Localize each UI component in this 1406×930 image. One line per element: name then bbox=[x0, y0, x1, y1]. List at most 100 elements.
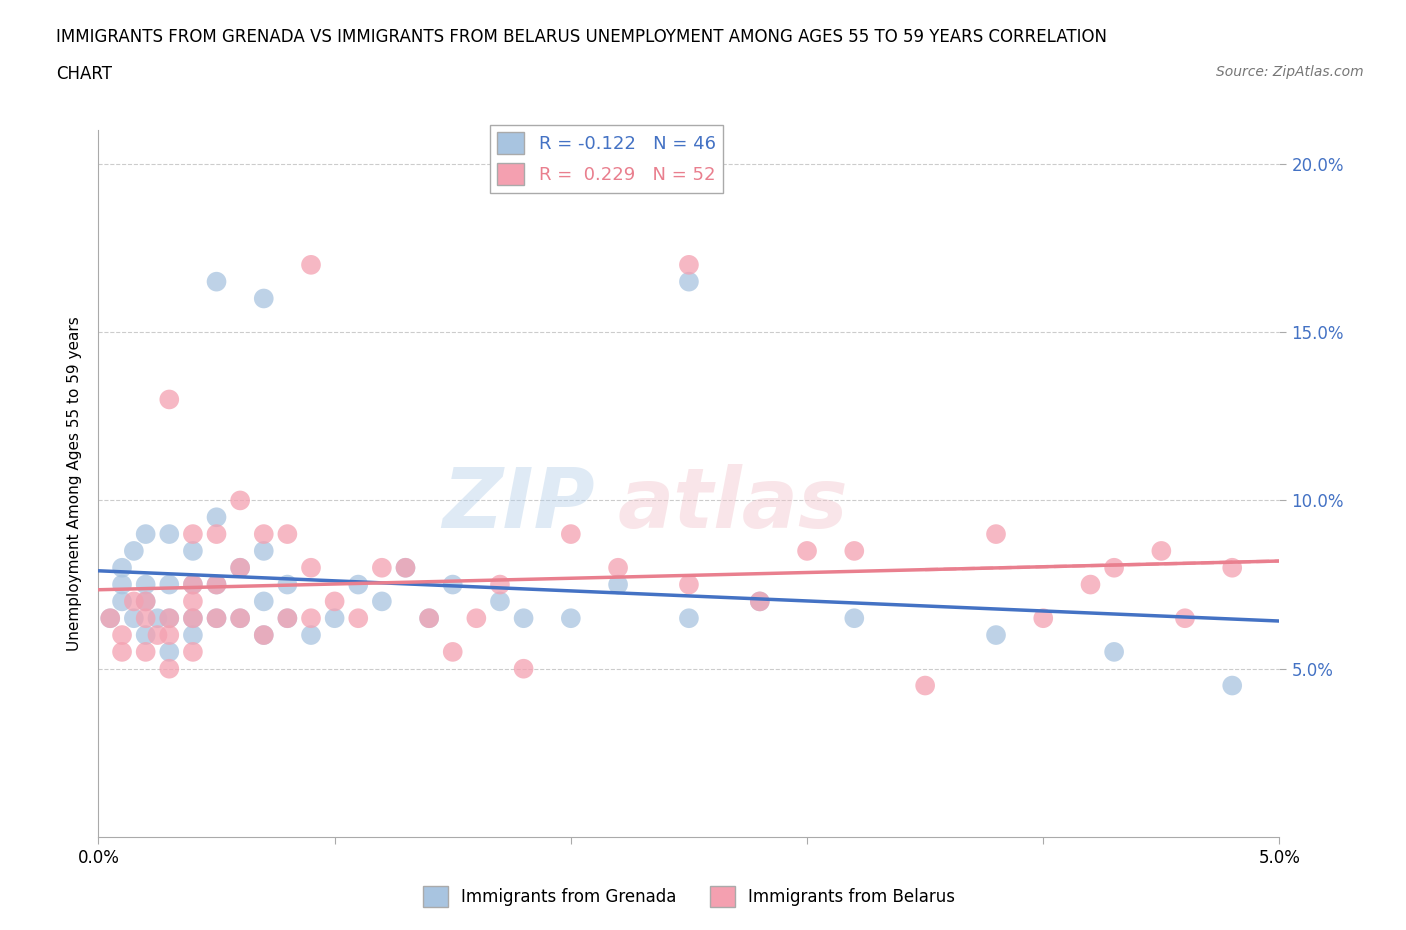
Point bbox=[205, 611, 228, 626]
Point bbox=[146, 611, 169, 626]
Point bbox=[299, 258, 322, 272]
Point bbox=[678, 258, 700, 272]
Point bbox=[111, 594, 134, 609]
Text: CHART: CHART bbox=[56, 65, 112, 83]
Point bbox=[1080, 578, 1102, 592]
Point bbox=[181, 526, 204, 541]
Point bbox=[371, 594, 394, 609]
Text: IMMIGRANTS FROM GRENADA VS IMMIGRANTS FROM BELARUS UNEMPLOYMENT AMONG AGES 55 TO: IMMIGRANTS FROM GRENADA VS IMMIGRANTS FR… bbox=[56, 28, 1108, 46]
Point bbox=[299, 628, 322, 643]
Point bbox=[1220, 678, 1243, 693]
Point bbox=[135, 628, 157, 643]
Point bbox=[135, 594, 157, 609]
Point bbox=[253, 526, 276, 541]
Text: ZIP: ZIP bbox=[441, 464, 595, 545]
Point bbox=[111, 644, 134, 659]
Point bbox=[111, 578, 134, 592]
Point bbox=[253, 594, 276, 609]
Point bbox=[157, 628, 180, 643]
Point bbox=[157, 644, 180, 659]
Point bbox=[157, 578, 180, 592]
Point bbox=[299, 560, 322, 575]
Point bbox=[1102, 644, 1125, 659]
Point bbox=[844, 543, 866, 558]
Point bbox=[181, 628, 204, 643]
Point bbox=[229, 611, 252, 626]
Point bbox=[678, 611, 700, 626]
Point bbox=[253, 291, 276, 306]
Point bbox=[122, 543, 145, 558]
Point bbox=[135, 578, 157, 592]
Point bbox=[205, 611, 228, 626]
Point bbox=[1174, 611, 1197, 626]
Point bbox=[135, 611, 157, 626]
Point bbox=[157, 611, 180, 626]
Point bbox=[181, 644, 204, 659]
Point bbox=[607, 578, 630, 592]
Point bbox=[253, 628, 276, 643]
Point bbox=[276, 578, 298, 592]
Point bbox=[748, 594, 770, 609]
Point bbox=[914, 678, 936, 693]
Point bbox=[229, 493, 252, 508]
Point bbox=[181, 578, 204, 592]
Point bbox=[560, 526, 582, 541]
Point bbox=[678, 274, 700, 289]
Point bbox=[229, 560, 252, 575]
Point bbox=[205, 274, 228, 289]
Point bbox=[512, 611, 534, 626]
Point bbox=[323, 594, 346, 609]
Point bbox=[748, 594, 770, 609]
Point bbox=[111, 560, 134, 575]
Point bbox=[441, 644, 464, 659]
Point bbox=[253, 543, 276, 558]
Point bbox=[441, 578, 464, 592]
Point bbox=[276, 611, 298, 626]
Point bbox=[1150, 543, 1173, 558]
Point bbox=[229, 560, 252, 575]
Point bbox=[135, 594, 157, 609]
Point bbox=[205, 526, 228, 541]
Point bbox=[418, 611, 440, 626]
Point bbox=[796, 543, 818, 558]
Text: Source: ZipAtlas.com: Source: ZipAtlas.com bbox=[1216, 65, 1364, 79]
Point bbox=[347, 611, 370, 626]
Point bbox=[181, 611, 204, 626]
Point bbox=[111, 628, 134, 643]
Point bbox=[371, 560, 394, 575]
Point bbox=[157, 392, 180, 407]
Point bbox=[678, 578, 700, 592]
Point bbox=[98, 611, 121, 626]
Point bbox=[394, 560, 416, 575]
Point bbox=[418, 611, 440, 626]
Point bbox=[560, 611, 582, 626]
Point bbox=[276, 526, 298, 541]
Y-axis label: Unemployment Among Ages 55 to 59 years: Unemployment Among Ages 55 to 59 years bbox=[67, 316, 83, 651]
Point bbox=[181, 611, 204, 626]
Point bbox=[157, 661, 180, 676]
Point bbox=[229, 611, 252, 626]
Point bbox=[181, 543, 204, 558]
Point bbox=[146, 628, 169, 643]
Point bbox=[205, 510, 228, 525]
Point bbox=[984, 526, 1007, 541]
Point bbox=[299, 611, 322, 626]
Point bbox=[1220, 560, 1243, 575]
Point bbox=[157, 611, 180, 626]
Point bbox=[347, 578, 370, 592]
Point bbox=[205, 578, 228, 592]
Point bbox=[181, 594, 204, 609]
Point bbox=[205, 578, 228, 592]
Point bbox=[394, 560, 416, 575]
Point bbox=[607, 560, 630, 575]
Point bbox=[844, 611, 866, 626]
Point bbox=[135, 644, 157, 659]
Point bbox=[489, 578, 512, 592]
Point bbox=[181, 578, 204, 592]
Point bbox=[323, 611, 346, 626]
Point bbox=[1032, 611, 1054, 626]
Legend: Immigrants from Grenada, Immigrants from Belarus: Immigrants from Grenada, Immigrants from… bbox=[416, 880, 962, 913]
Point bbox=[253, 628, 276, 643]
Point bbox=[1102, 560, 1125, 575]
Point bbox=[122, 611, 145, 626]
